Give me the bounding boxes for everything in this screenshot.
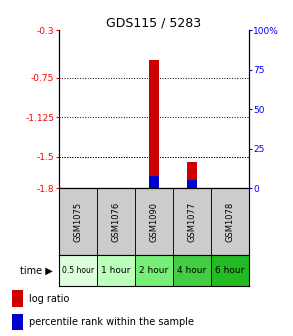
Bar [149,175,159,188]
Text: 1 hour: 1 hour [101,266,130,275]
Title: GDS115 / 5283: GDS115 / 5283 [106,16,201,29]
Bar [59,188,97,255]
Text: log ratio: log ratio [29,294,69,304]
Text: time ▶: time ▶ [20,265,53,276]
Bar [173,188,211,255]
Text: GSM1078: GSM1078 [226,202,234,242]
Text: GSM1075: GSM1075 [73,202,82,242]
Bar [12,290,23,307]
Text: GSM1076: GSM1076 [111,202,120,242]
Bar [149,60,159,188]
Text: 2 hour: 2 hour [139,266,168,275]
Text: GSM1090: GSM1090 [149,202,158,242]
Bar [211,188,249,255]
Bar [59,255,97,286]
Bar [97,255,135,286]
Bar [211,255,249,286]
Bar [173,255,211,286]
Text: GSM1077: GSM1077 [188,202,196,242]
Text: percentile rank within the sample: percentile rank within the sample [29,317,194,327]
Bar [135,188,173,255]
Text: 4 hour: 4 hour [177,266,207,275]
Text: 6 hour: 6 hour [215,266,245,275]
Bar [97,188,135,255]
Bar [187,180,197,188]
Bar [187,162,197,188]
Bar [12,314,23,330]
Bar [135,255,173,286]
Text: 0.5 hour: 0.5 hour [62,266,94,275]
